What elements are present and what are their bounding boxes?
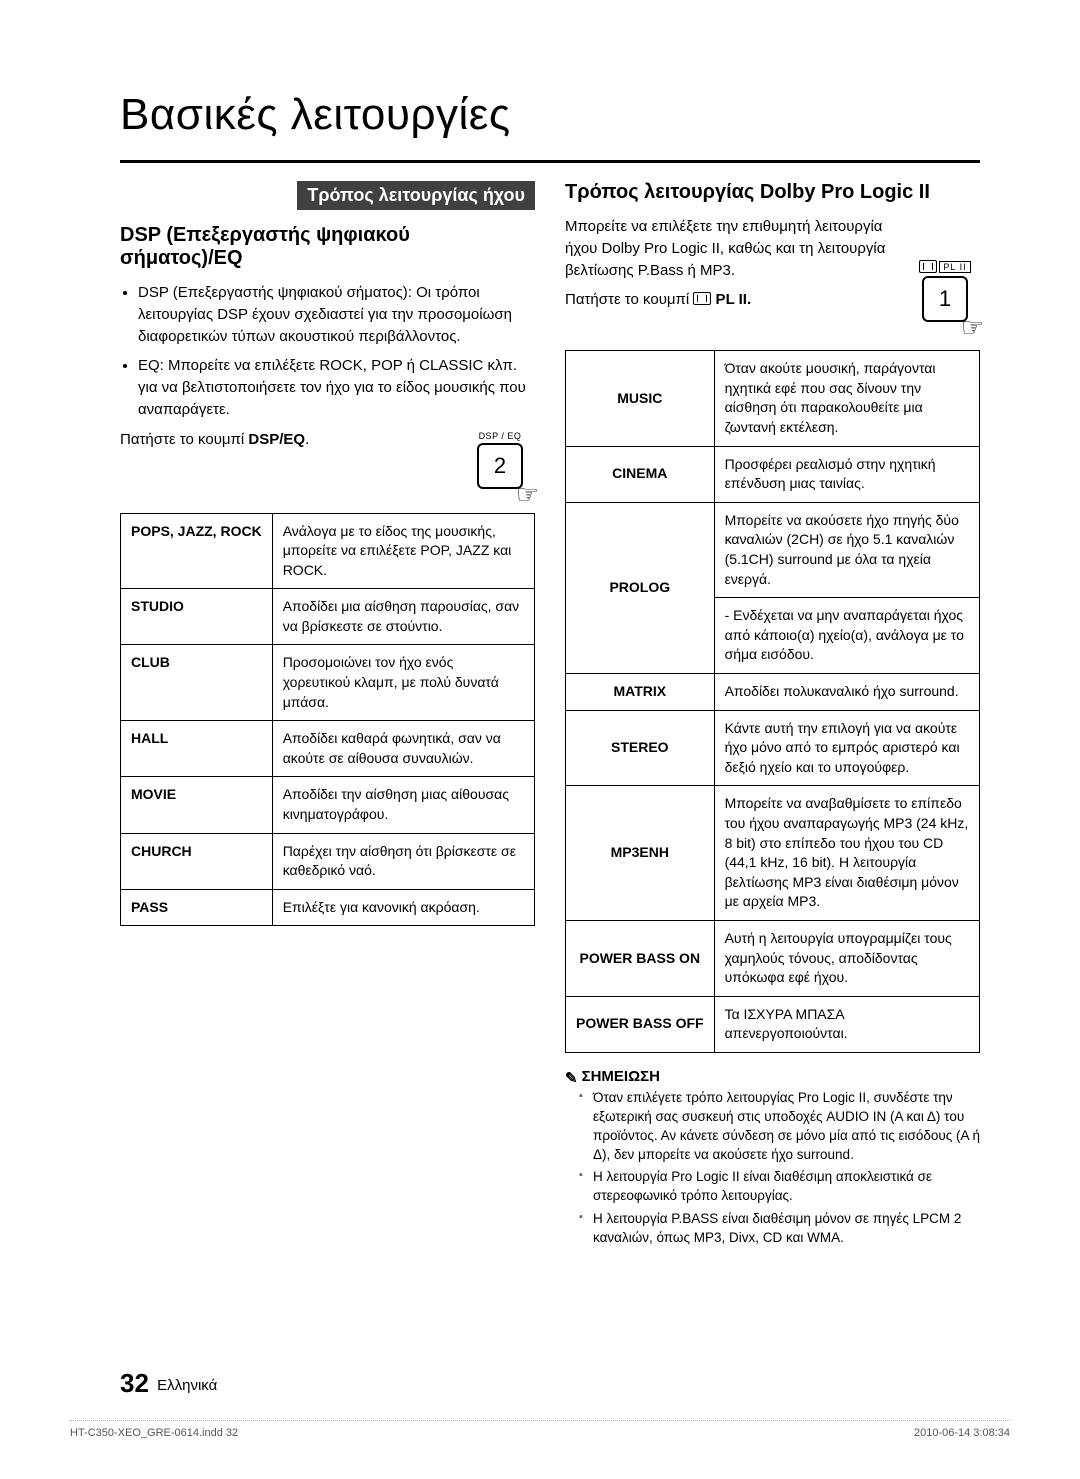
- left-column: Τρόπος λειτουργίας ήχου DSP (Επεξεργαστή…: [120, 181, 535, 1252]
- table-row: POWER BASS OFFΤα ΙΣΧΥΡΑ ΜΠΑΣΑ απενεργοπο…: [566, 996, 980, 1052]
- table-row: PROLOG Μπορείτε να ακούσετε ήχο πηγής δύ…: [566, 502, 980, 673]
- row-val: Αυτή η λειτουργία υπογραμμίζει τους χαμη…: [714, 920, 979, 996]
- imprint-timestamp: 2010-06-14 3:08:34: [914, 1427, 1010, 1439]
- dolby-heading: Τρόπος λειτουργίας Dolby Pro Logic II: [565, 181, 980, 204]
- table-row: MP3ENHΜπορείτε να αναβαθμίσετε το επίπεδ…: [566, 786, 980, 921]
- row-val: Αποδίδει καθαρά φωνητικά, σαν να ακούτε …: [272, 721, 534, 777]
- table-row: STUDIOΑποδίδει μια αίσθηση παρουσίας, σα…: [121, 589, 535, 645]
- table-row: MOVIEΑποδίδει την αίσθηση μιας αίθουσας …: [121, 777, 535, 833]
- row-key: POWER BASS OFF: [566, 996, 715, 1052]
- dsp-button-illustration: DSP / EQ 2 ☞: [465, 431, 535, 489]
- row-key: HALL: [121, 721, 273, 777]
- right-column: Τρόπος λειτουργίας Dolby Pro Logic II Μπ…: [565, 181, 980, 1252]
- page-number: 32: [120, 1368, 149, 1398]
- button-caption: DSP / EQ: [465, 431, 535, 441]
- row-key: CHURCH: [121, 833, 273, 889]
- table-row: POWER BASS ONΑυτή η λειτουργία υπογραμμί…: [566, 920, 980, 996]
- button-caption: PL II: [910, 260, 980, 274]
- row-key: MP3ENH: [566, 786, 715, 921]
- dolby-table: MUSICΌταν ακούτε μουσική, παράγονται ηχη…: [565, 350, 980, 1053]
- table-row: CINEMAΠροσφέρει ρεαλισμό στην ηχητική επ…: [566, 446, 980, 502]
- dsp-bullets: DSP (Επεξεργαστής ψηφιακού σήματος): Οι …: [120, 282, 535, 421]
- button-number: 1: [939, 286, 951, 312]
- row-key: MOVIE: [121, 777, 273, 833]
- sound-mode-banner: Τρόπος λειτουργίας ήχου: [297, 181, 535, 210]
- table-row: CHURCHΠαρέχει την αίσθηση ότι βρίσκεστε …: [121, 833, 535, 889]
- remote-button-icon: 2 ☞: [477, 443, 523, 489]
- hand-pointer-icon: ☞: [516, 481, 539, 507]
- row-val: Ανάλογα με το είδος της μουσικής, μπορεί…: [272, 513, 534, 589]
- row-key: CLUB: [121, 645, 273, 721]
- row-val: Προσομοιώνει τον ήχο ενός χορευτικού κλα…: [272, 645, 534, 721]
- table-row: PASSΕπιλέξτε για κανονική ακρόαση.: [121, 889, 535, 926]
- row-val: Μπορείτε να ακούσετε ήχο πηγής δύο καναλ…: [714, 502, 979, 673]
- dolby-symbol-icon: [693, 292, 711, 305]
- row-val: Τα ΙΣΧΥΡΑ ΜΠΑΣΑ απενεργοποιούνται.: [714, 996, 979, 1052]
- note-icon: ✎: [565, 1069, 578, 1087]
- row-val: Αποδίδει μια αίσθηση παρουσίας, σαν να β…: [272, 589, 534, 645]
- row-key: STEREO: [566, 710, 715, 786]
- notes-list: Όταν επιλέγετε τρόπο λειτουργίας Pro Log…: [565, 1089, 980, 1248]
- manual-page: Βασικές λειτουργίες Τρόπος λειτουργίας ή…: [0, 0, 1080, 1479]
- table-row: CLUBΠροσομοιώνει τον ήχο ενός χορευτικού…: [121, 645, 535, 721]
- note-item: Όταν επιλέγετε τρόπο λειτουργίας Pro Log…: [579, 1089, 980, 1165]
- row-val: Αποδίδει την αίσθηση μιας αίθουσας κινημ…: [272, 777, 534, 833]
- button-number: 2: [494, 453, 506, 479]
- title-rule: [120, 160, 980, 163]
- row-key: CINEMA: [566, 446, 715, 502]
- row-val: Προσφέρει ρεαλισμό στην ηχητική επένδυση…: [714, 446, 979, 502]
- imprint-file: HT-C350-XEO_GRE-0614.indd 32: [70, 1427, 238, 1439]
- note-item: Η λειτουργία Pro Logic II είναι διαθέσιμ…: [579, 1168, 980, 1206]
- row-key: POPS, JAZZ, ROCK: [121, 513, 273, 589]
- row-val: Αποδίδει πολυκαναλικό ήχο surround.: [714, 673, 979, 710]
- row-key: POWER BASS ON: [566, 920, 715, 996]
- row-key: PROLOG: [566, 502, 715, 673]
- dsp-table: POPS, JAZZ, ROCKΑνάλογα με το είδος της …: [120, 513, 535, 927]
- table-row: HALLΑποδίδει καθαρά φωνητικά, σαν να ακο…: [121, 721, 535, 777]
- dsp-bullet: DSP (Επεξεργαστής ψηφιακού σήματος): Οι …: [138, 282, 535, 347]
- row-key: MUSIC: [566, 351, 715, 446]
- table-row: MUSICΌταν ακούτε μουσική, παράγονται ηχη…: [566, 351, 980, 446]
- remote-button-icon: 1 ☞: [922, 276, 968, 322]
- row-val: Κάντε αυτή την επιλογή για να ακούτε ήχο…: [714, 710, 979, 786]
- columns: Τρόπος λειτουργίας ήχου DSP (Επεξεργαστή…: [120, 181, 980, 1252]
- pl-button-illustration: PL II 1 ☞: [910, 260, 980, 322]
- row-val: Όταν ακούτε μουσική, παράγονται ηχητικά …: [714, 351, 979, 446]
- row-val: Επιλέξτε για κανονική ακρόαση.: [272, 889, 534, 926]
- dsp-bullet: EQ: Μπορείτε να επιλέξετε ROCK, POP ή CL…: [138, 355, 535, 420]
- language-label: Ελληνικά: [157, 1377, 217, 1394]
- note-item: Η λειτουργία P.BASS είναι διαθέσιμη μόνο…: [579, 1210, 980, 1248]
- row-key: STUDIO: [121, 589, 273, 645]
- hand-pointer-icon: ☞: [961, 314, 984, 340]
- table-row: STEREOΚάντε αυτή την επιλογή για να ακού…: [566, 710, 980, 786]
- row-key: PASS: [121, 889, 273, 926]
- table-row: POPS, JAZZ, ROCKΑνάλογα με το είδος της …: [121, 513, 535, 589]
- row-val: Παρέχει την αίσθηση ότι βρίσκεστε σε καθ…: [272, 833, 534, 889]
- table-row: MATRIXΑποδίδει πολυκαναλικό ήχο surround…: [566, 673, 980, 710]
- row-val: Μπορείτε να αναβαθμίσετε το επίπεδο του …: [714, 786, 979, 921]
- note-heading: ✎ΣΗΜΕΙΩΣΗ: [565, 1067, 980, 1085]
- imprint-line: HT-C350-XEO_GRE-0614.indd 32 2010-06-14 …: [70, 1420, 1010, 1439]
- row-key: MATRIX: [566, 673, 715, 710]
- page-footer: 32 Ελληνικά: [120, 1368, 217, 1399]
- page-title: Βασικές λειτουργίες: [120, 90, 980, 140]
- dsp-heading: DSP (Επεξεργαστής ψηφιακού σήματος)/EQ: [120, 224, 535, 270]
